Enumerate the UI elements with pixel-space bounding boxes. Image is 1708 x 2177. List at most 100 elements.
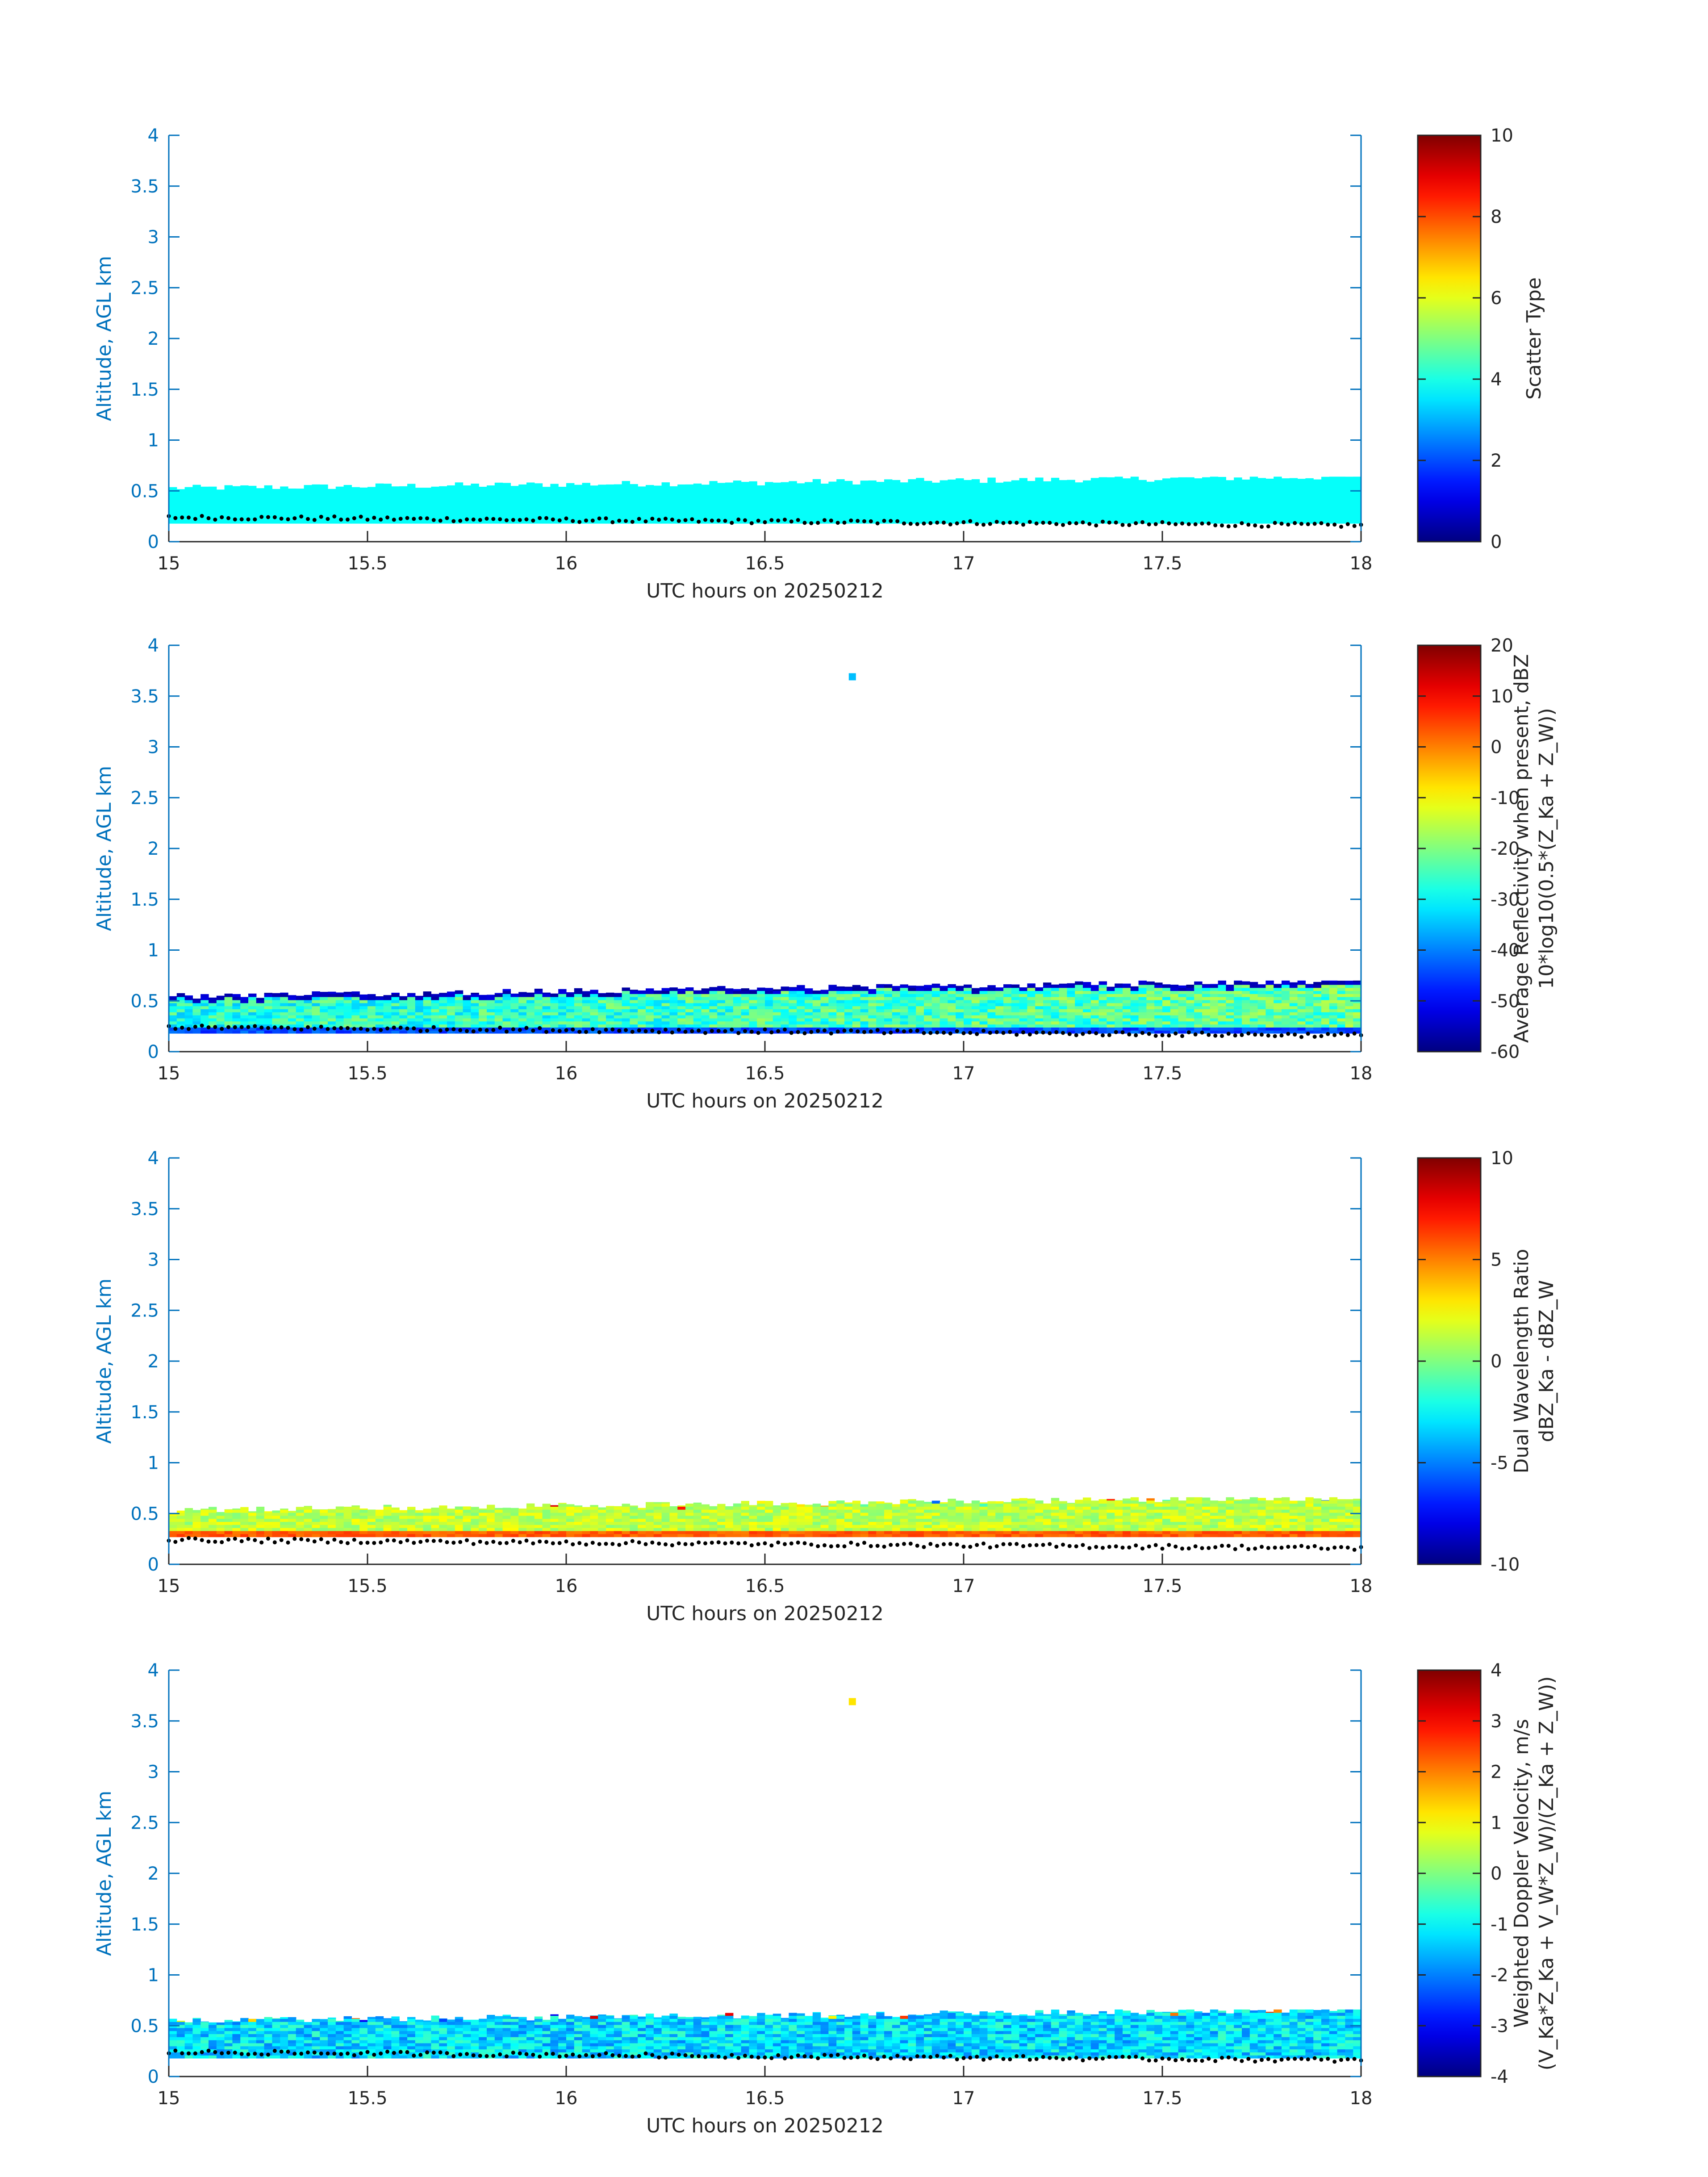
heatmap-cell [1321, 980, 1330, 982]
heatmap-cell [741, 482, 749, 484]
heatmap-cell [518, 520, 527, 524]
heatmap-cell [661, 1000, 670, 1003]
heatmap-cell [590, 1012, 598, 1015]
heatmap-cell [1162, 496, 1171, 499]
heatmap-cell [1146, 484, 1155, 487]
heatmap-cell [852, 1003, 861, 1007]
heatmap-cell [1345, 1027, 1353, 1031]
heatmap-cell [614, 487, 622, 490]
heatmap-cell [1083, 514, 1091, 518]
heatmap-cell [598, 505, 606, 509]
heatmap-cell [200, 1030, 209, 1034]
heatmap-cell [1178, 514, 1186, 518]
heatmap-cell [964, 990, 972, 994]
heatmap-cell [1257, 984, 1266, 985]
heatmap-cell [1257, 987, 1266, 991]
heatmap-cell [630, 502, 638, 506]
heatmap-cell [1289, 1000, 1298, 1003]
heatmap-cell [956, 1006, 964, 1009]
heatmap-cell [884, 984, 893, 988]
heatmap-cell [741, 1027, 749, 1031]
ground-dot [1081, 1032, 1085, 1036]
heatmap-cell [1329, 982, 1338, 985]
heatmap-cell [725, 482, 734, 484]
heatmap-cell [1242, 481, 1250, 484]
heatmap-cell [844, 487, 853, 490]
heatmap-cell [367, 514, 376, 518]
heatmap-cell [1210, 990, 1219, 994]
heatmap-cell [1186, 997, 1194, 1000]
x-tick-label: 16.5 [745, 1063, 785, 1084]
heatmap-cell [868, 484, 877, 487]
heatmap-cell [1234, 502, 1242, 506]
heatmap-cell [598, 508, 606, 512]
heatmap-cell [884, 508, 893, 512]
heatmap-cell [606, 502, 614, 506]
heatmap-cell [1075, 482, 1083, 484]
heatmap-cell [1297, 499, 1306, 502]
heatmap-cell [940, 990, 948, 994]
heatmap-cell [1003, 490, 1012, 493]
heatmap-cell [1043, 499, 1052, 502]
ground-dot [716, 1029, 721, 1033]
ground-dot [862, 1030, 866, 1034]
heatmap-cell [940, 496, 948, 499]
ground-dot [597, 516, 601, 521]
heatmap-cell [582, 1024, 590, 1028]
heatmap-cell [1265, 496, 1274, 499]
heatmap-cell [176, 1521, 185, 1525]
heatmap-cell [304, 485, 312, 487]
heatmap-cell [1210, 1018, 1219, 1022]
y-tick-label: 0.5 [130, 991, 159, 1011]
heatmap-cell [359, 1000, 368, 1003]
heatmap-cell [1090, 487, 1099, 490]
heatmap-cell [415, 502, 424, 506]
heatmap-cell [709, 1024, 718, 1028]
heatmap-cell [1242, 517, 1250, 521]
heatmap-cell [558, 505, 567, 509]
heatmap-cell [1265, 987, 1274, 991]
heatmap-cell [375, 1015, 384, 1019]
heatmap-cell [590, 1030, 598, 1034]
ground-dot [1167, 1033, 1171, 1038]
heatmap-cell [717, 990, 726, 994]
heatmap-cell [638, 490, 646, 493]
heatmap-cell [1242, 511, 1250, 515]
heatmap-cell [1345, 514, 1353, 518]
heatmap-cell [1130, 493, 1139, 497]
heatmap-cell [1059, 1018, 1067, 1022]
heatmap-cell [582, 514, 590, 518]
heatmap-cell [367, 1024, 376, 1028]
heatmap-cell [1234, 1003, 1242, 1007]
heatmap-cell [502, 1000, 511, 1003]
heatmap-cell [725, 1012, 734, 1015]
heatmap-cell [638, 1012, 646, 1015]
heatmap-cell [328, 1018, 336, 1022]
heatmap-cell [940, 994, 948, 997]
heatmap-cell [1138, 997, 1147, 1000]
heatmap-cell [328, 994, 336, 997]
heatmap-cell [789, 490, 797, 493]
heatmap-cell [979, 496, 988, 499]
heatmap-cell [566, 499, 575, 502]
heatmap-cell [1098, 984, 1107, 988]
heatmap-cell [1115, 476, 1123, 478]
heatmap-cell [455, 1030, 464, 1034]
heatmap-cell [407, 1009, 416, 1012]
heatmap-cell [1265, 980, 1274, 982]
heatmap-cell [169, 1528, 177, 1531]
heatmap-cell [463, 508, 471, 512]
colorbar-tick-label: 10 [1491, 125, 1513, 146]
heatmap-cell [630, 1000, 638, 1003]
heatmap-cell [956, 520, 964, 524]
heatmap-cell [868, 1006, 877, 1009]
heatmap-cell [630, 1006, 638, 1009]
ground-dot [1226, 524, 1231, 529]
heatmap-cell [1067, 1024, 1075, 1028]
heatmap-cell [956, 1030, 964, 1034]
heatmap-cell [463, 502, 471, 506]
heatmap-cell [614, 484, 622, 487]
heatmap-cell [812, 1012, 821, 1015]
heatmap-cell [1075, 505, 1083, 509]
heatmap-cell [860, 997, 869, 1000]
